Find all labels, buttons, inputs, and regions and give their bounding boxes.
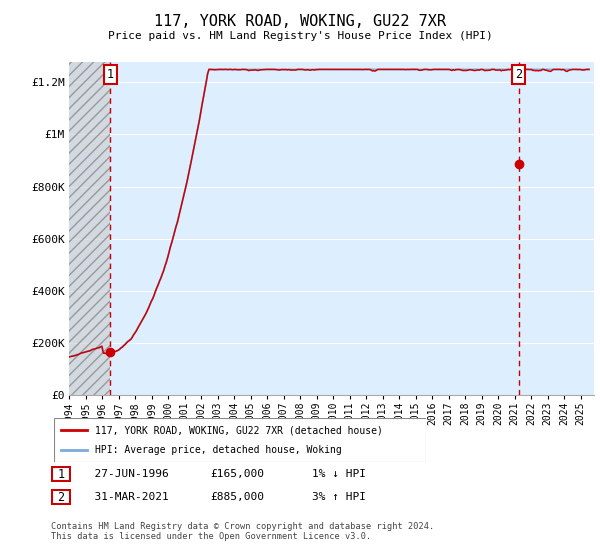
Text: 117, YORK ROAD, WOKING, GU22 7XR: 117, YORK ROAD, WOKING, GU22 7XR: [154, 14, 446, 29]
Text: 31-MAR-2021: 31-MAR-2021: [81, 492, 169, 502]
Text: Contains HM Land Registry data © Crown copyright and database right 2024.
This d: Contains HM Land Registry data © Crown c…: [51, 522, 434, 542]
Text: 27-JUN-1996: 27-JUN-1996: [81, 469, 169, 479]
Text: 3% ↑ HPI: 3% ↑ HPI: [312, 492, 366, 502]
FancyBboxPatch shape: [52, 490, 70, 505]
Text: 2: 2: [58, 491, 64, 504]
Text: 1% ↓ HPI: 1% ↓ HPI: [312, 469, 366, 479]
FancyBboxPatch shape: [54, 418, 426, 462]
Text: Price paid vs. HM Land Registry's House Price Index (HPI): Price paid vs. HM Land Registry's House …: [107, 31, 493, 41]
Text: 1: 1: [58, 468, 64, 481]
Text: 117, YORK ROAD, WOKING, GU22 7XR (detached house): 117, YORK ROAD, WOKING, GU22 7XR (detach…: [95, 425, 383, 435]
Text: £165,000: £165,000: [210, 469, 264, 479]
Text: 1: 1: [107, 68, 113, 81]
Text: HPI: Average price, detached house, Woking: HPI: Average price, detached house, Woki…: [95, 445, 341, 455]
Text: £885,000: £885,000: [210, 492, 264, 502]
FancyBboxPatch shape: [52, 467, 70, 482]
Bar: [69, 62, 110, 395]
Bar: [69, 62, 110, 395]
Text: 2: 2: [515, 68, 523, 81]
